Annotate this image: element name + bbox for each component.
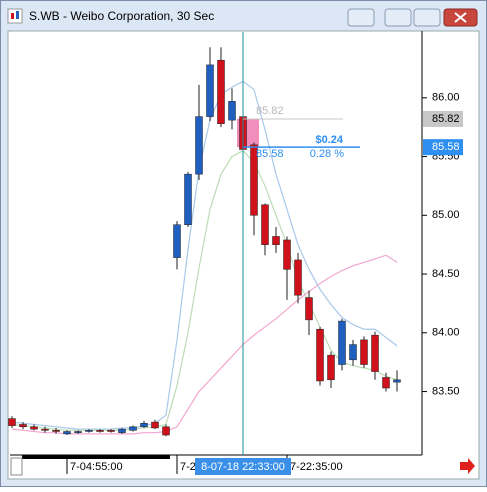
- candle-body: [327, 354, 335, 381]
- minimize-button[interactable]: [384, 8, 412, 27]
- ma-line: [11, 149, 398, 431]
- scroll-box[interactable]: [10, 457, 23, 476]
- candle-body: [30, 426, 38, 430]
- candle-body: [349, 344, 357, 361]
- price-tag-label: 85.82: [432, 113, 460, 125]
- candle-body: [316, 329, 324, 382]
- candle-body: [217, 59, 225, 124]
- candle-body: [294, 259, 302, 296]
- candle-body: [85, 430, 93, 432]
- app-icon: [7, 8, 23, 24]
- candle-body: [305, 297, 313, 321]
- scroll-right-arrow[interactable]: [460, 458, 475, 474]
- scroll-bar: [22, 455, 170, 459]
- candle-body: [371, 334, 379, 372]
- x-tick-label: 7-2: [180, 461, 196, 473]
- app-icon-bar: [11, 13, 14, 19]
- app-icon-bar: [16, 11, 19, 19]
- candle-body: [41, 428, 49, 431]
- price-tag-label: 85.58: [432, 141, 460, 153]
- y-tick-label: 86.00: [432, 92, 460, 104]
- candle-body: [228, 101, 236, 121]
- candle-body: [96, 430, 104, 432]
- measure-end-label: 85.58: [256, 148, 284, 160]
- candle-body: [107, 430, 115, 432]
- ma-line: [11, 80, 398, 430]
- crosshair-label: 8-07-18 22:33:00: [201, 461, 285, 473]
- candle-body: [140, 423, 148, 428]
- candle-body: [195, 116, 203, 175]
- close-icon: [454, 12, 467, 23]
- measure-change-label: $0.24: [315, 134, 343, 146]
- measure-percent-label: 0.28 %: [310, 148, 344, 160]
- price-tag: [423, 110, 463, 127]
- candle-body: [63, 431, 71, 435]
- crosshair-label-bg: [195, 458, 291, 475]
- y-tick-label: 85.00: [432, 209, 460, 221]
- price-tag: [423, 139, 463, 156]
- candle-body: [162, 426, 170, 436]
- x-tick-label: 7-22:35:00: [290, 461, 343, 473]
- ma-line: [11, 254, 398, 435]
- candle-body: [250, 144, 258, 216]
- maximize-button[interactable]: [413, 8, 441, 27]
- candle-body: [74, 431, 82, 433]
- candle-body: [393, 379, 401, 383]
- candle-body: [360, 339, 368, 365]
- y-tick-label: 84.00: [432, 327, 460, 339]
- candle-body: [261, 204, 269, 245]
- candle-body: [118, 428, 126, 433]
- candle-body: [173, 224, 181, 258]
- candle-body: [129, 426, 137, 431]
- measure-start-label: 85.82: [256, 105, 284, 117]
- y-tick-label: 84.50: [432, 268, 460, 280]
- candle-body: [19, 424, 27, 428]
- candle-body: [272, 236, 280, 245]
- y-tick-label: 83.50: [432, 385, 460, 397]
- candle-body: [382, 377, 390, 389]
- candle-body: [52, 430, 60, 432]
- candle-body: [184, 173, 192, 225]
- candle-body: [338, 320, 346, 365]
- candle-body: [283, 239, 291, 270]
- candle-body: [8, 418, 16, 426]
- x-tick-label: 7-04:55:00: [70, 461, 123, 473]
- candle-body: [206, 64, 214, 117]
- window-title: S.WB - Weibo Corporation, 30 Sec: [29, 9, 214, 23]
- candle-body: [151, 421, 159, 429]
- link-button[interactable]: [347, 8, 375, 27]
